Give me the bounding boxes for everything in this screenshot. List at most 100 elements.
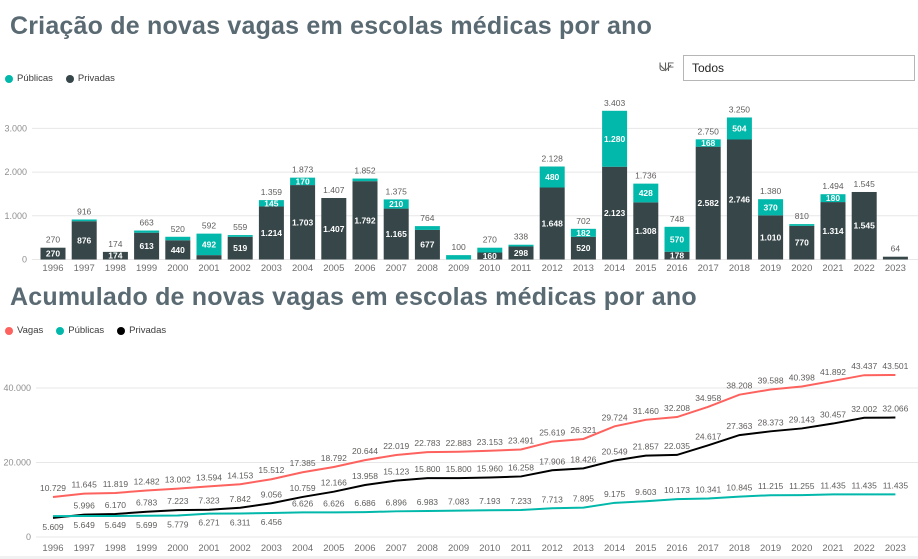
point-label: 34.958 <box>695 393 721 403</box>
bar-segment-publicas[interactable] <box>290 177 316 186</box>
bar-2001[interactable]: 492 592 <box>196 221 222 260</box>
bar-segment-privadas[interactable] <box>383 208 409 260</box>
bar-segment-privadas[interactable] <box>820 202 846 260</box>
bar-segment-privadas[interactable] <box>508 246 534 260</box>
bar-segment-privadas[interactable] <box>290 185 316 260</box>
bar-2018[interactable]: 2.746 504 3.250 <box>726 104 752 260</box>
x-axis-label: 2007 <box>386 543 407 554</box>
bar-segment-privadas[interactable] <box>882 256 908 260</box>
bar-segment-privadas[interactable] <box>71 221 97 260</box>
line-vagas[interactable] <box>52 373 896 499</box>
bar-segment-privadas[interactable] <box>227 236 253 260</box>
bar-segment-publicas[interactable] <box>789 224 815 226</box>
total-label: 748 <box>670 214 684 224</box>
bar-segment-privadas[interactable] <box>633 202 659 260</box>
bar-segment-publicas[interactable] <box>227 235 253 237</box>
bar-segment-publicas[interactable] <box>134 230 160 233</box>
bar-segment-publicas[interactable] <box>570 228 596 237</box>
bar-segment-publicas[interactable] <box>477 247 503 253</box>
bar-segment-privadas[interactable] <box>40 247 66 260</box>
legend-item-vagas[interactable]: Vagas <box>5 325 43 336</box>
bar-segment-publicas[interactable] <box>414 226 440 230</box>
bar-2020[interactable]: 770 810 <box>789 211 815 260</box>
x-axis-label: 1998 <box>105 543 126 554</box>
bar-2021[interactable]: 1.314 180 1.494 <box>820 181 846 260</box>
bar-segment-publicas[interactable] <box>71 219 97 222</box>
bar-2000[interactable]: 440 520 <box>165 224 191 260</box>
bar-2008[interactable]: 677 764 <box>414 213 440 260</box>
segment-label: 2.123 <box>604 208 626 218</box>
x-axis-label: 2005 <box>323 543 344 554</box>
bar-segment-privadas[interactable] <box>726 139 752 260</box>
bar-segment-publicas[interactable] <box>352 178 378 182</box>
bar-segment-privadas[interactable] <box>258 206 284 260</box>
bar-2011[interactable]: 298 338 <box>508 232 534 260</box>
bar-segment-privadas[interactable] <box>321 198 347 260</box>
bar-2007[interactable]: 1.165 210 1.375 <box>383 186 409 260</box>
bar-segment-publicas[interactable] <box>695 139 721 147</box>
bar-segment-publicas[interactable] <box>383 199 409 209</box>
bar-2009[interactable]: 100 <box>446 242 472 260</box>
bar-segment-publicas[interactable] <box>258 200 284 207</box>
bar-2016[interactable]: 178 570 748 <box>664 214 690 261</box>
bar-segment-privadas[interactable] <box>196 255 222 260</box>
bar-segment-publicas[interactable] <box>758 199 784 216</box>
bar-segment-privadas[interactable] <box>695 146 721 260</box>
bar-2023[interactable]: 64 <box>882 244 908 260</box>
legend-dot-icon <box>117 326 126 335</box>
bar-2006[interactable]: 1.792 1.852 <box>352 166 378 260</box>
bar-2019[interactable]: 1.010 370 1.380 <box>758 186 784 260</box>
bar-2013[interactable]: 520 182 702 <box>570 216 596 260</box>
legend-item-privadas[interactable]: Privadas <box>117 325 166 336</box>
bar-2022[interactable]: 1.545 1.545 <box>851 179 877 260</box>
legend-item-públicas[interactable]: Públicas <box>56 325 104 336</box>
point-label: 43.501 <box>882 361 908 371</box>
bar-1999[interactable]: 613 663 <box>134 218 160 260</box>
point-label: 6.170 <box>105 500 127 510</box>
uf-dropdown[interactable]: Todos <box>659 55 915 81</box>
line-públicas[interactable] <box>52 493 896 518</box>
bar-segment-privadas[interactable] <box>477 252 503 260</box>
point-label: 11.435 <box>852 480 878 490</box>
bar-2010[interactable]: 160 270 <box>477 235 503 261</box>
bar-segment-privadas[interactable] <box>165 240 191 260</box>
bar-2017[interactable]: 2.582 168 2.750 <box>695 126 721 260</box>
bar-segment-privadas[interactable] <box>539 187 565 260</box>
bar-2015[interactable]: 1.308 428 1.736 <box>633 171 659 260</box>
bar-segment-publicas[interactable] <box>726 117 752 140</box>
bar-2014[interactable]: 2.123 1.280 3.403 <box>602 98 628 260</box>
line-privadas[interactable] <box>52 416 896 519</box>
bar-segment-publicas[interactable] <box>539 166 565 188</box>
bar-segment-publicas[interactable] <box>820 194 846 203</box>
bar-segment-publicas[interactable] <box>446 255 472 260</box>
bar-segment-privadas[interactable] <box>664 251 690 260</box>
bar-segment-privadas[interactable] <box>352 181 378 260</box>
bar-segment-publicas[interactable] <box>633 183 659 203</box>
point-label: 11.435 <box>820 480 846 490</box>
bar-2002[interactable]: 519 559 <box>227 222 253 260</box>
bar-segment-privadas[interactable] <box>851 191 877 260</box>
bar-segment-privadas[interactable] <box>758 215 784 260</box>
legend-item-privadas[interactable]: Privadas <box>65 73 115 84</box>
bar-segment-publicas[interactable] <box>196 233 222 256</box>
x-axis-label: 2008 <box>417 263 438 274</box>
bar-1997[interactable]: 876 916 <box>71 206 97 260</box>
x-axis-label: 2016 <box>666 263 687 274</box>
bar-segment-privadas[interactable] <box>102 251 128 260</box>
bar-segment-publicas[interactable] <box>664 226 690 252</box>
bar-segment-privadas[interactable] <box>134 232 160 260</box>
bar-segment-publicas[interactable] <box>508 244 534 247</box>
bar-segment-privadas[interactable] <box>570 236 596 260</box>
bar-2012[interactable]: 1.648 480 2.128 <box>539 154 565 260</box>
bar-segment-publicas[interactable] <box>165 236 191 241</box>
bar-segment-privadas[interactable] <box>789 225 815 260</box>
bar-segment-publicas[interactable] <box>602 110 628 167</box>
bar-2005[interactable]: 1.407 1.407 <box>321 185 347 260</box>
legend-item-públicas[interactable]: Públicas <box>5 73 53 84</box>
bar-segment-privadas[interactable] <box>602 166 628 260</box>
bar-segment-privadas[interactable] <box>414 229 440 260</box>
